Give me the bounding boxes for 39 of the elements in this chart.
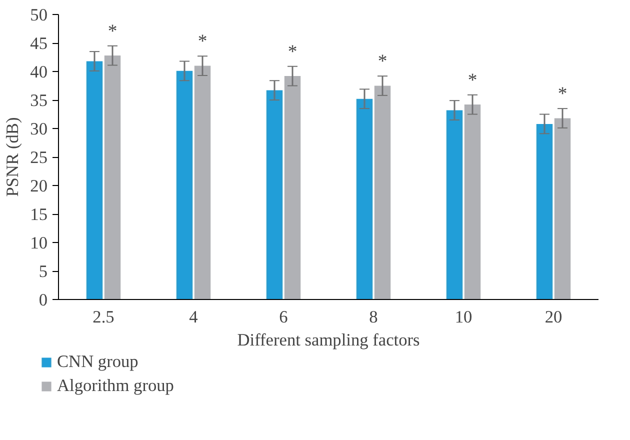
x-tick-label: 8	[369, 308, 378, 326]
y-tick-label: 45	[30, 34, 48, 53]
legend-label: Algorithm group	[57, 376, 174, 396]
annotation: *	[288, 41, 298, 62]
annotation: *	[468, 70, 478, 91]
bar	[446, 110, 463, 300]
y-tick-label: 40	[30, 62, 48, 82]
y-tick-label: 10	[30, 234, 48, 252]
x-tick-label: 2.5	[92, 308, 114, 326]
annotation: *	[558, 84, 568, 105]
bar	[176, 70, 193, 300]
bar	[86, 61, 103, 300]
x-tick-label: 10	[454, 308, 472, 326]
y-tick-label: 20	[30, 176, 48, 196]
annotation: *	[378, 51, 388, 72]
bar	[374, 86, 391, 300]
y-tick-label: 25	[30, 148, 48, 167]
x-tick-label: 20	[544, 308, 562, 326]
bar	[284, 76, 301, 300]
bar	[554, 118, 571, 300]
y-tick-label: 30	[30, 120, 48, 138]
bar	[356, 98, 373, 300]
x-axis-title: Different sampling factors	[237, 330, 420, 350]
bar	[104, 56, 121, 300]
y-tick-label: 5	[38, 262, 48, 281]
annotation: *	[198, 31, 208, 52]
y-tick-label: 50	[30, 6, 48, 24]
bar	[536, 124, 553, 300]
y-tick-label: 0	[38, 290, 48, 310]
annotation: *	[108, 20, 118, 42]
bar	[464, 104, 481, 300]
x-tick-label: 6	[279, 308, 288, 326]
x-tick-label: 4	[189, 308, 198, 326]
y-tick-label: 15	[30, 205, 48, 224]
y-tick-label: 35	[30, 91, 48, 110]
bar	[194, 66, 211, 300]
y-axis-title: PSNR (dB)	[3, 117, 22, 197]
bar	[266, 90, 283, 300]
legend-label: CNN group	[57, 352, 138, 372]
